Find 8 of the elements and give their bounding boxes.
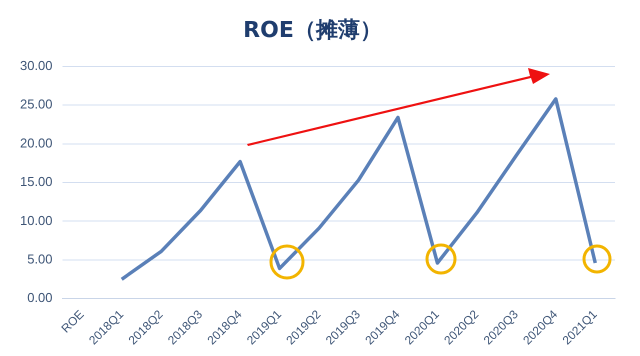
chart-title: ROE（摊薄）	[243, 18, 382, 43]
y-tick-label: 30.00	[20, 58, 53, 73]
y-tick-label: 0.00	[27, 290, 53, 306]
y-tick-label: 20.00	[20, 135, 53, 150]
y-tick-label: 5.00	[27, 251, 53, 266]
y-tick-label: 10.00	[20, 212, 53, 228]
y-tick-label: 25.00	[20, 96, 53, 112]
y-tick-label: 15.00	[20, 174, 53, 190]
